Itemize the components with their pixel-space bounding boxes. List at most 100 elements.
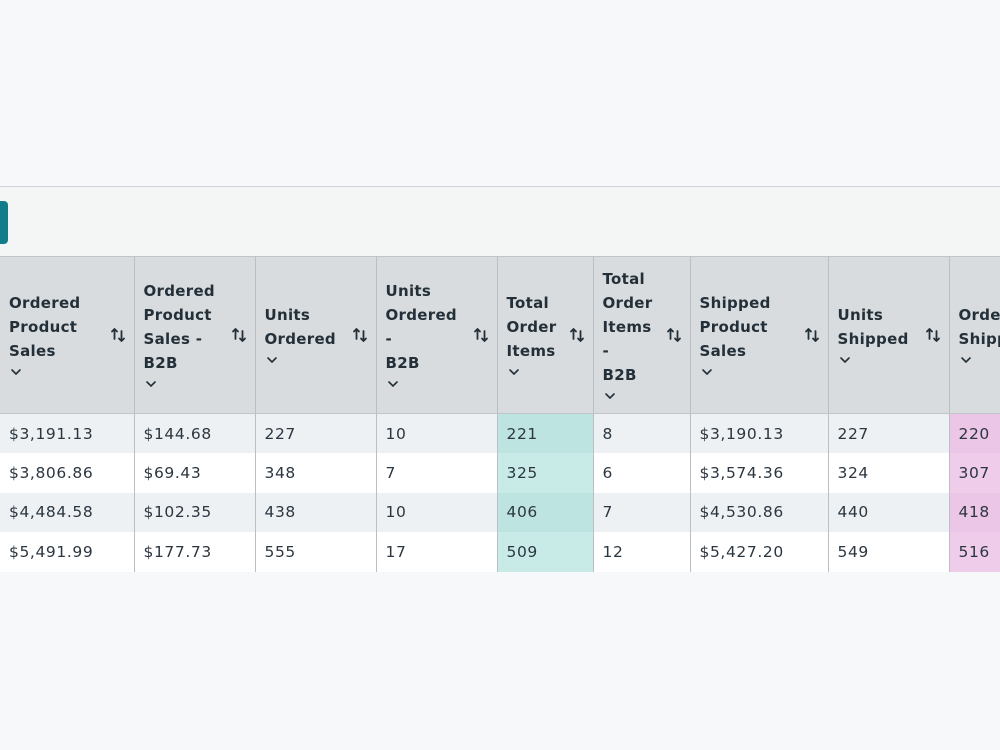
table-cell: 438 [255, 492, 377, 532]
table-cell: $3,806.86 [0, 453, 135, 493]
table-row: $3,191.13 $144.68 227 10 221 8 $3,190.13 227 220 [0, 413, 1000, 453]
column-header-label: Total Order Items [506, 294, 557, 360]
column-header-content: Units Shipped [829, 257, 949, 413]
column-header-label: Ordered Product Sales - B2B [143, 282, 215, 372]
column-header-text: Total Order Items [507, 291, 565, 379]
column-header[interactable]: Units Ordered [255, 256, 377, 414]
table-cell: $3,191.13 [0, 413, 135, 453]
table-cell: 7 [593, 492, 691, 532]
column-header[interactable]: Orders Shipped [949, 256, 1000, 414]
column-header-text: Units Ordered [265, 303, 348, 367]
table-cell: 12 [593, 532, 691, 572]
table-cell: $69.43 [134, 453, 256, 493]
chevron-down-icon[interactable] [959, 353, 973, 367]
sort-arrows-icon[interactable] [925, 326, 941, 344]
table-cell: 406 [497, 492, 594, 532]
table-body: $3,191.13 $144.68 227 10 221 8 $3,190.13 227 220… [0, 413, 1000, 572]
table-cell: 227 [255, 413, 377, 453]
table-cell: 8 [593, 413, 691, 453]
chevron-down-icon[interactable] [144, 377, 158, 391]
column-header-label: Total Order Items - B2B [602, 270, 653, 384]
column-header-label: Shipped Product Sales [699, 294, 771, 360]
column-header-label: Orders Shipped [958, 306, 1000, 348]
toolbar-button[interactable] [0, 201, 8, 244]
table-cell: 6 [593, 453, 691, 493]
table-row: $4,484.58 $102.35 438 10 406 7 $4,530.86 440 418 [0, 492, 1000, 532]
column-header-content: Units Ordered [256, 257, 376, 413]
column-header-label: Ordered Product Sales [9, 294, 81, 360]
chevron-down-icon[interactable] [838, 353, 852, 367]
column-header-text: Orders Shipped [959, 303, 1000, 367]
column-header-content: Shipped Product Sales [691, 257, 828, 413]
table-cell: 509 [497, 532, 594, 572]
sort-arrows-icon[interactable] [666, 326, 682, 344]
sort-arrows-icon[interactable] [110, 326, 126, 344]
chevron-down-icon[interactable] [507, 365, 521, 379]
sort-arrows-icon[interactable] [804, 326, 820, 344]
sort-arrows-icon[interactable] [569, 326, 585, 344]
column-header-label: Units Ordered [264, 306, 336, 348]
column-header[interactable]: Ordered Product Sales [0, 256, 135, 414]
table-cell: $4,530.86 [690, 492, 829, 532]
table-cell: 220 [949, 413, 1000, 453]
table-row: $3,806.86 $69.43 348 7 325 6 $3,574.36 324 307 [0, 453, 1000, 493]
table-cell: 221 [497, 413, 594, 453]
table-cell: 418 [949, 492, 1000, 532]
table-cell: $144.68 [134, 413, 256, 453]
report-table-container: Ordered Product Sales Ordered Product Sal… [0, 256, 1000, 572]
sort-arrows-icon[interactable] [352, 326, 368, 344]
report-table: Ordered Product Sales Ordered Product Sal… [0, 256, 1000, 572]
column-header-content: Ordered Product Sales - B2B [135, 257, 255, 413]
table-cell: $5,491.99 [0, 532, 135, 572]
column-header-content: Orders Shipped [950, 257, 1000, 413]
column-header-content: Ordered Product Sales [0, 257, 134, 413]
table-cell: $177.73 [134, 532, 256, 572]
table-cell: 17 [376, 532, 498, 572]
column-header-text: Units Ordered - B2B [386, 279, 469, 391]
table-cell: 549 [828, 532, 950, 572]
column-header-text: Ordered Product Sales [9, 291, 106, 379]
sort-arrows-icon[interactable] [231, 326, 247, 344]
column-header[interactable]: Units Shipped [828, 256, 950, 414]
table-cell: $5,427.20 [690, 532, 829, 572]
table-cell: $102.35 [134, 492, 256, 532]
column-header-text: Ordered Product Sales - B2B [144, 279, 227, 391]
table-cell: $3,574.36 [690, 453, 829, 493]
sort-arrows-icon[interactable] [473, 326, 489, 344]
table-toolbar [0, 186, 1000, 256]
table-cell: 324 [828, 453, 950, 493]
table-cell: 325 [497, 453, 594, 493]
table-cell: 348 [255, 453, 377, 493]
chevron-down-icon[interactable] [603, 389, 617, 403]
table-cell: 555 [255, 532, 377, 572]
column-header-label: Units Shipped [837, 306, 909, 348]
table-row: $5,491.99 $177.73 555 17 509 12 $5,427.20 549 51… [0, 532, 1000, 572]
column-header-label: Units Ordered - B2B [385, 282, 457, 372]
column-header-content: Units Ordered - B2B [377, 257, 497, 413]
table-header-row: Ordered Product Sales Ordered Product Sal… [0, 256, 1000, 414]
table-cell: 227 [828, 413, 950, 453]
column-header-text: Shipped Product Sales [700, 291, 800, 379]
column-header[interactable]: Units Ordered - B2B [376, 256, 498, 414]
column-header-content: Total Order Items - B2B [594, 257, 690, 413]
table-cell: 307 [949, 453, 1000, 493]
column-header[interactable]: Total Order Items [497, 256, 594, 414]
column-header-content: Total Order Items [498, 257, 593, 413]
column-header-text: Total Order Items - B2B [603, 267, 662, 403]
chevron-down-icon[interactable] [9, 365, 23, 379]
table-cell: 10 [376, 492, 498, 532]
column-header[interactable]: Total Order Items - B2B [593, 256, 691, 414]
table-cell: 10 [376, 413, 498, 453]
table-cell: 516 [949, 532, 1000, 572]
column-header[interactable]: Ordered Product Sales - B2B [134, 256, 256, 414]
table-cell: 7 [376, 453, 498, 493]
chevron-down-icon[interactable] [700, 365, 714, 379]
column-header-text: Units Shipped [838, 303, 921, 367]
column-header[interactable]: Shipped Product Sales [690, 256, 829, 414]
chevron-down-icon[interactable] [386, 377, 400, 391]
table-cell: 440 [828, 492, 950, 532]
table-cell: $3,190.13 [690, 413, 829, 453]
chevron-down-icon[interactable] [265, 353, 279, 367]
table-cell: $4,484.58 [0, 492, 135, 532]
